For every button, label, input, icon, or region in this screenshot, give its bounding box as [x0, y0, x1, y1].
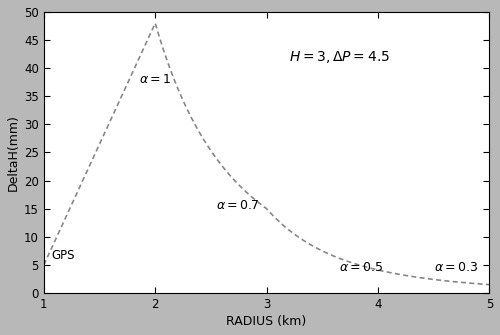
Text: $H=3, \Delta P=4.5$: $H=3, \Delta P=4.5$: [289, 49, 390, 65]
Text: $\alpha=0.3$: $\alpha=0.3$: [434, 261, 478, 274]
Text: $\alpha=1$: $\alpha=1$: [138, 73, 171, 86]
Text: GPS: GPS: [52, 249, 75, 262]
Y-axis label: DeltaH(mm): DeltaH(mm): [7, 114, 20, 191]
Text: $\alpha=0.5$: $\alpha=0.5$: [339, 261, 384, 274]
X-axis label: RADIUS (km): RADIUS (km): [226, 315, 306, 328]
Text: $\alpha=0.7$: $\alpha=0.7$: [216, 199, 260, 212]
